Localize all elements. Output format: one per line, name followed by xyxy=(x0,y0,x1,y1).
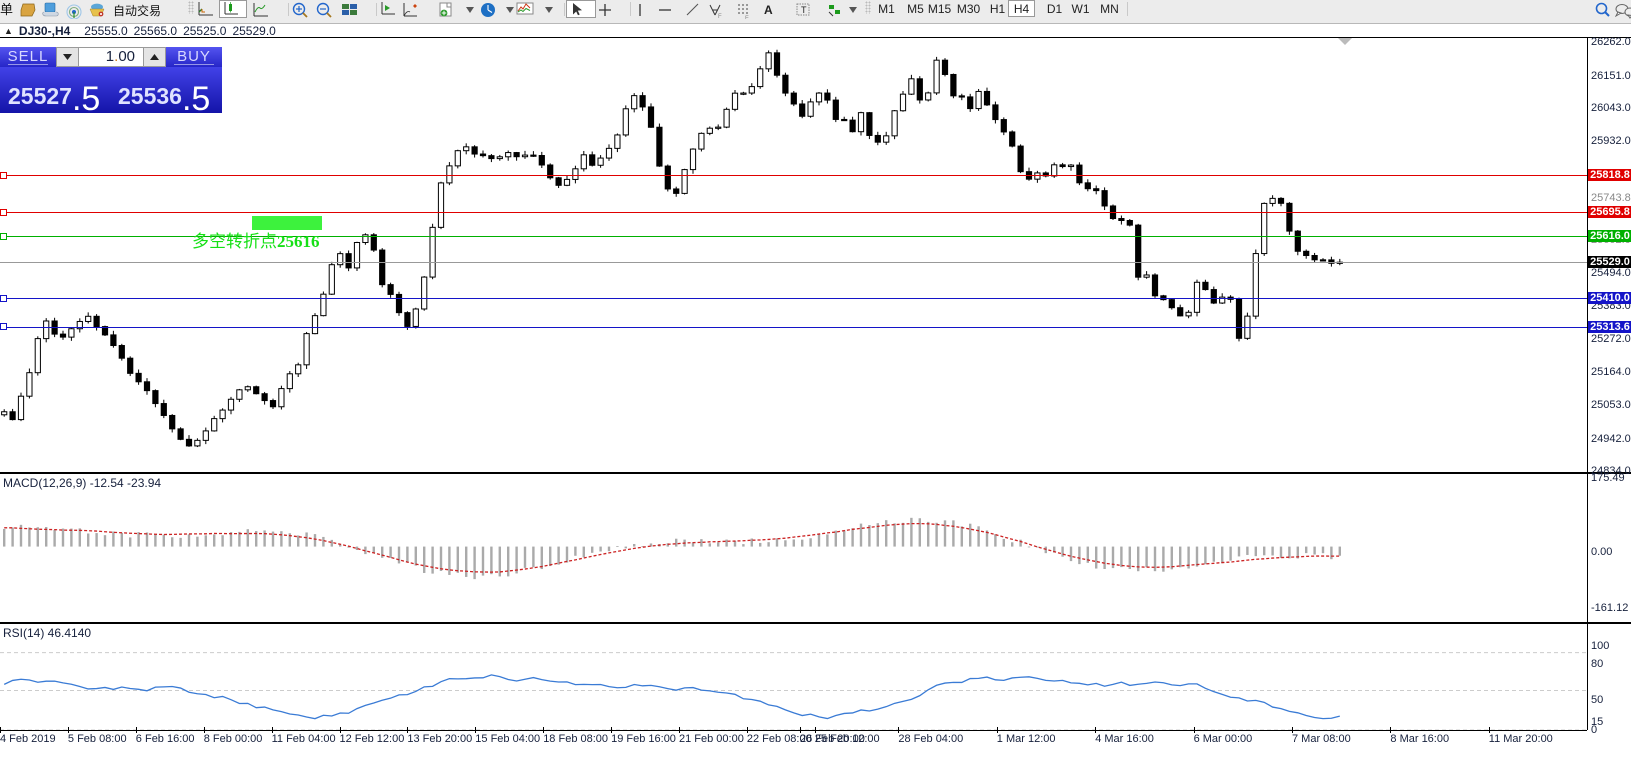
svg-text:F: F xyxy=(745,16,749,19)
svg-text:A: A xyxy=(764,3,773,17)
svg-text:单: 单 xyxy=(0,2,13,17)
svg-text:F: F xyxy=(718,14,722,19)
svg-text:T: T xyxy=(801,5,807,15)
